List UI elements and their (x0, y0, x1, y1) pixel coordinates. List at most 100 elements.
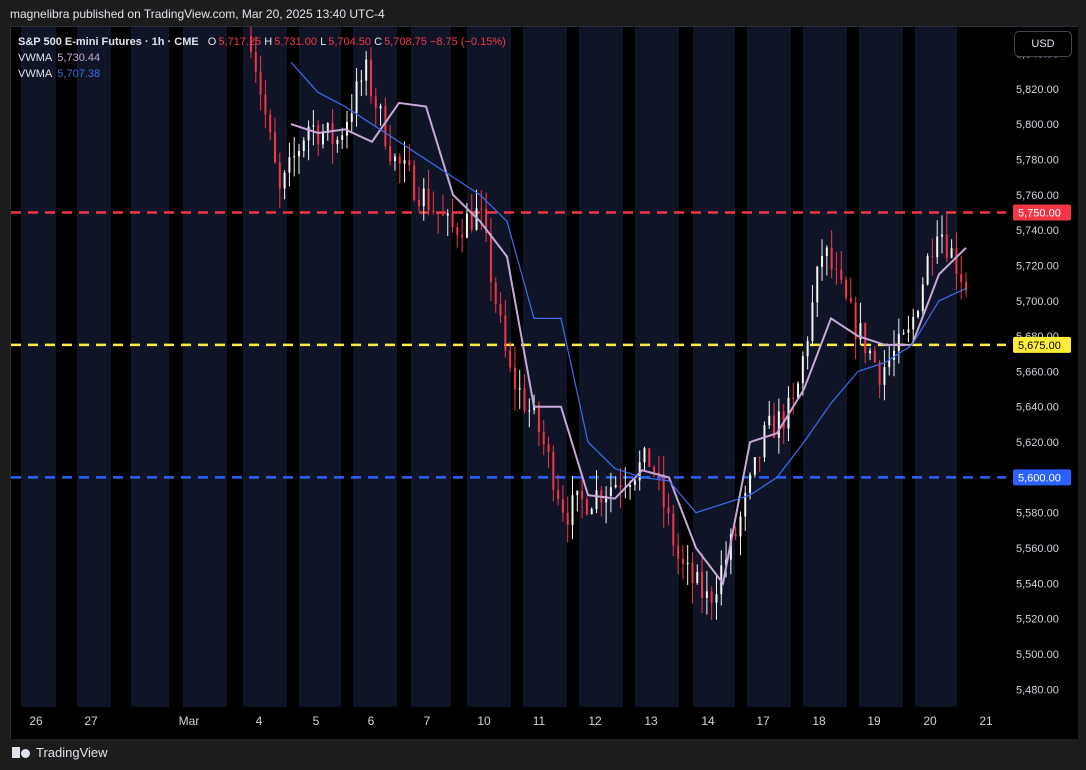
vwma2-label: VWMA (18, 68, 53, 80)
session-band (635, 27, 679, 707)
candle-body (250, 35, 252, 52)
candle-body (581, 490, 584, 500)
candle-body (446, 213, 449, 216)
candle-body (528, 410, 531, 412)
price-chart[interactable]: 5,480.00 5,500.00 5,520.00 5,540.00 5,560.00… (11, 16, 1078, 739)
candle-body (413, 165, 416, 200)
candle-body (749, 474, 752, 493)
candle-body (753, 457, 756, 475)
candle-body (509, 350, 512, 368)
candle-body (302, 140, 305, 151)
session-band (579, 27, 623, 707)
level-price-label: 5,675.00 (1018, 340, 1061, 352)
candle-body (686, 562, 689, 565)
session-band (523, 27, 567, 707)
candle-body (393, 156, 396, 162)
vwma1-label: VWMA (18, 52, 53, 64)
high-label: H (264, 36, 273, 48)
candle-body (518, 388, 521, 390)
candle-body (350, 113, 353, 122)
candle-body (259, 71, 262, 95)
candle-body (360, 80, 363, 82)
candle-body (432, 210, 435, 213)
y-tick-label: 5,640.00 (1016, 402, 1059, 414)
candle-body (912, 316, 915, 330)
currency-button[interactable]: USD (1014, 31, 1072, 57)
candle-body (566, 512, 569, 525)
symbol-label[interactable]: S&P 500 E-mini Futures · 1h · CME (18, 36, 199, 48)
candle-body (845, 279, 848, 298)
legend-row-vwma2[interactable]: VWMA 5,707.38 (18, 66, 506, 82)
x-tick-label: 17 (756, 714, 770, 728)
x-tick-label: Mar (179, 714, 200, 728)
x-tick-label: 5 (313, 714, 320, 728)
candle-body (777, 411, 780, 438)
candle-body (945, 234, 948, 258)
candle-body (801, 356, 804, 384)
session-band (183, 27, 227, 707)
tradingview-logo-icon (12, 747, 30, 758)
candle-body (965, 282, 967, 291)
candle-body (710, 591, 713, 603)
y-tick-label: 5,540.00 (1016, 578, 1059, 590)
vwma2-value: 5,707.38 (57, 68, 101, 80)
candle-body (427, 188, 430, 211)
candle-body (489, 233, 492, 283)
candle-body (513, 367, 516, 390)
candle-body (451, 213, 454, 228)
close-value: 5,708.75 (384, 36, 427, 48)
candle-body (345, 121, 348, 136)
footer-brand[interactable]: TradingView (12, 745, 108, 760)
open-label: O (207, 36, 217, 48)
session-band (915, 27, 957, 707)
candle-body (557, 489, 560, 500)
candle-body (763, 425, 766, 458)
candle-body (609, 487, 612, 496)
candle-body (403, 160, 406, 164)
candle-body (816, 266, 819, 303)
candle-body (422, 188, 425, 207)
session-band (859, 27, 903, 707)
x-tick-label: 19 (867, 714, 881, 728)
candle-body (883, 367, 886, 385)
candle-body (758, 457, 761, 459)
candle-body (542, 432, 545, 445)
candle-body (499, 304, 502, 316)
candle-body (821, 256, 824, 267)
candle-body (552, 451, 555, 490)
legend-row-vwma1[interactable]: VWMA 5,730.44 (18, 50, 506, 66)
candle-body (955, 248, 958, 274)
x-tick-label: 4 (256, 714, 263, 728)
brand-label: TradingView (36, 745, 108, 760)
change-value: −8.75 (−0.15%) (429, 36, 506, 48)
candle-body (384, 105, 387, 147)
candle-body (960, 273, 963, 283)
candle-body (523, 388, 526, 411)
x-tick-label: 6 (368, 714, 375, 728)
y-tick-label: 5,740.00 (1016, 225, 1059, 237)
candle-body (931, 256, 934, 258)
candle-body (614, 485, 617, 488)
low-label: L (320, 36, 327, 48)
candle-body (537, 404, 540, 433)
candle-body (585, 499, 588, 515)
level-price-tag (1013, 336, 1071, 353)
candle-body (715, 594, 718, 603)
y-tick-label: 5,660.00 (1016, 366, 1059, 378)
session-band (693, 27, 735, 707)
candle-body (398, 156, 401, 164)
vwma1-value: 5,730.44 (57, 52, 101, 64)
level-price-tag (1013, 469, 1071, 486)
candle-body (465, 213, 468, 238)
candle-body (869, 350, 872, 354)
candle-body (269, 114, 272, 133)
candle-body (667, 507, 670, 514)
candle-body (701, 571, 704, 598)
candle-body (312, 125, 315, 127)
candle-body (941, 234, 944, 237)
chart-legend: S&P 500 E-mini Futures · 1h · CME O 5,717… (18, 34, 506, 82)
session-band (747, 27, 791, 707)
y-tick-label: 5,700.00 (1016, 296, 1059, 308)
chart-frame[interactable]: 5,480.00 5,500.00 5,520.00 5,540.00 5,560.00… (10, 16, 1078, 739)
session-band (243, 27, 287, 707)
